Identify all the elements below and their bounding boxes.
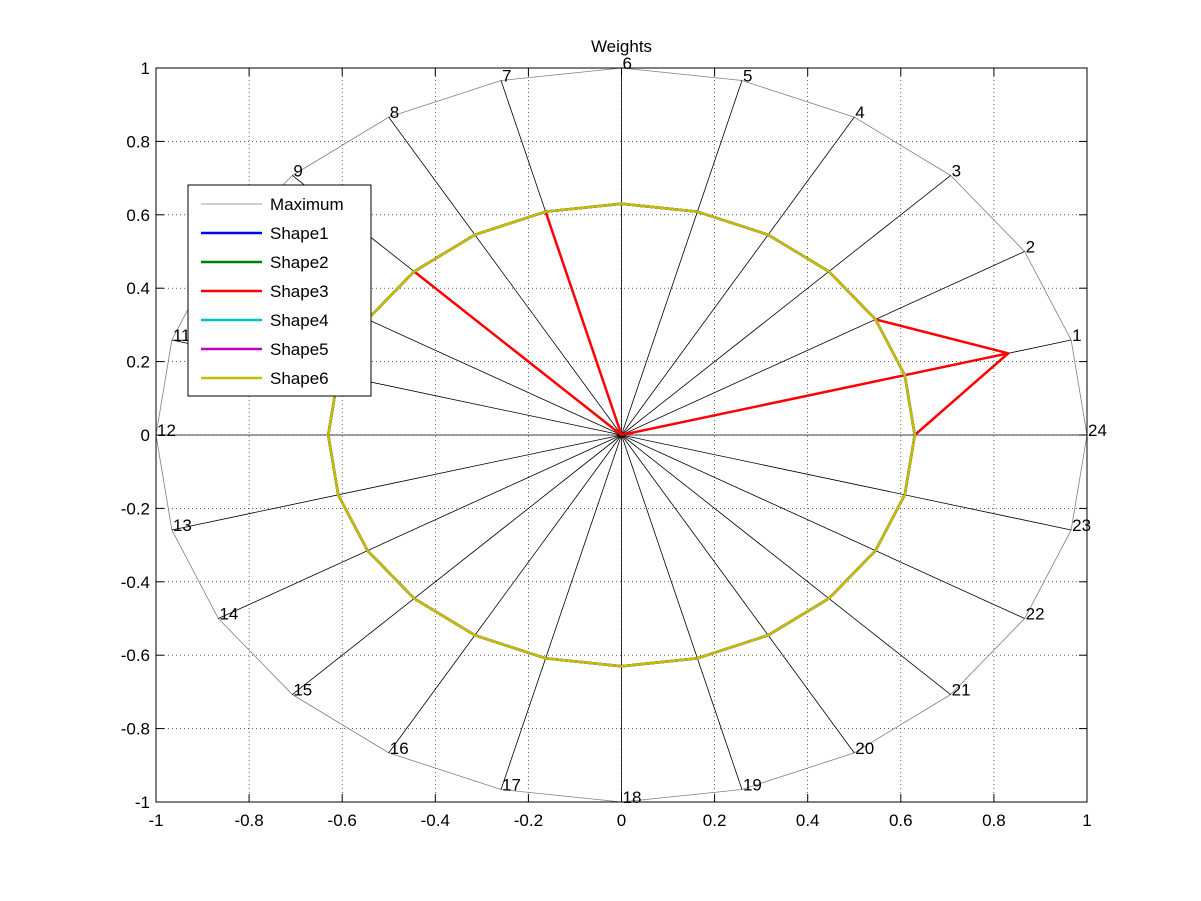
spoke-label: 4 xyxy=(855,103,864,122)
spoke-line xyxy=(292,434,622,695)
legend-entry: Shape2 xyxy=(270,253,329,272)
spoke-label: 20 xyxy=(855,739,874,758)
chart-title: Weights xyxy=(591,37,652,56)
x-tick-label: 1 xyxy=(1082,811,1091,830)
spoke-label: 8 xyxy=(390,103,399,122)
spoke-line xyxy=(621,434,1072,531)
series-lines xyxy=(326,202,1011,668)
spoke-label: 12 xyxy=(157,421,176,440)
x-tick-label: -0.6 xyxy=(328,811,357,830)
x-tick-label: 0 xyxy=(617,811,626,830)
legend-entry: Shape5 xyxy=(270,340,329,359)
spoke-label: 18 xyxy=(623,788,642,807)
spoke-line xyxy=(621,175,951,436)
spoke-label: 13 xyxy=(173,516,192,535)
x-tick-label: -0.8 xyxy=(234,811,263,830)
axis-ticks: -1 -0.8 -0.6 -0.4 -0.2 0 0.2 0.4 0.6 0.8 1 -1 -0.8 -0… xyxy=(121,59,1092,830)
spoke-label: 24 xyxy=(1088,421,1107,440)
spoke-line xyxy=(621,434,951,695)
spoke-label: 17 xyxy=(502,775,521,794)
legend-entry: Maximum xyxy=(270,195,344,214)
spoke-label: 15 xyxy=(293,681,312,700)
x-tick-label: 0.2 xyxy=(703,811,727,830)
legend: Maximum Shape1 Shape2 Shape3 Shape4 Shape5 Sha… xyxy=(187,184,372,397)
y-tick-label: -0.2 xyxy=(121,499,150,518)
x-tick-label: 0.6 xyxy=(889,811,913,830)
y-tick-label: 0 xyxy=(141,426,150,445)
spoke-label: 11 xyxy=(173,326,191,345)
spoke-line xyxy=(171,434,622,531)
series-spike-shape3 xyxy=(544,211,623,436)
x-tick-label: -1 xyxy=(148,811,163,830)
spoke-label: 9 xyxy=(293,161,302,180)
y-tick-label: 0.6 xyxy=(126,206,150,225)
spoke-label: 22 xyxy=(1026,605,1045,624)
x-tick-label: 0.4 xyxy=(796,811,820,830)
spoke-line xyxy=(218,434,622,619)
spoke-label: 21 xyxy=(952,681,971,700)
spoke-label: 2 xyxy=(1026,238,1035,257)
spoke-line xyxy=(621,434,743,790)
spoke-line xyxy=(388,116,622,436)
x-tick-label: -0.2 xyxy=(514,811,543,830)
spoke-line xyxy=(621,434,1025,619)
spoke-line xyxy=(621,434,855,754)
y-tick-label: 0.8 xyxy=(126,132,150,151)
spoke-line xyxy=(621,251,1025,436)
spoke-label: 7 xyxy=(502,67,511,86)
spoke-label: 1 xyxy=(1072,326,1081,345)
spoke-label: 6 xyxy=(623,54,632,73)
series-spike-shape3 xyxy=(413,270,623,436)
y-tick-label: 0.2 xyxy=(126,353,150,372)
y-tick-label: 1 xyxy=(141,59,150,78)
legend-entry: Shape1 xyxy=(270,224,329,243)
spoke-label: 16 xyxy=(390,739,409,758)
spoke-label: 3 xyxy=(952,161,961,180)
y-tick-label: -1 xyxy=(135,793,150,812)
spoke-label: 19 xyxy=(743,775,762,794)
spoke-label: 14 xyxy=(219,605,238,624)
series-line-shape6 xyxy=(326,202,917,668)
legend-entry: Shape4 xyxy=(270,311,329,330)
spoke-line xyxy=(621,80,743,436)
spoke-label: 5 xyxy=(743,67,752,86)
y-tick-label: -0.8 xyxy=(121,720,150,739)
series-spike-shape3 xyxy=(621,352,1009,437)
x-tick-label: 0.8 xyxy=(982,811,1006,830)
x-tick-label: -0.4 xyxy=(421,811,450,830)
legend-entry: Shape6 xyxy=(270,369,329,388)
spoke-line xyxy=(388,434,622,754)
spoke-label: 23 xyxy=(1072,516,1091,535)
y-tick-label: -0.6 xyxy=(121,646,150,665)
y-tick-label: 0.4 xyxy=(126,279,150,298)
y-tick-label: -0.4 xyxy=(121,573,150,592)
spoke-line xyxy=(500,434,622,790)
legend-entry: Shape3 xyxy=(270,282,329,301)
spokes xyxy=(156,68,1087,802)
spoke-line xyxy=(621,116,855,436)
